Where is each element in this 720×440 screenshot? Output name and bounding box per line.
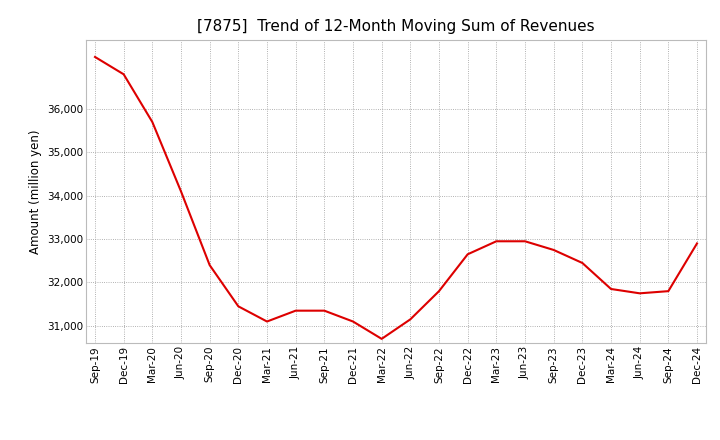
Y-axis label: Amount (million yen): Amount (million yen) — [29, 129, 42, 253]
Title: [7875]  Trend of 12-Month Moving Sum of Revenues: [7875] Trend of 12-Month Moving Sum of R… — [197, 19, 595, 34]
